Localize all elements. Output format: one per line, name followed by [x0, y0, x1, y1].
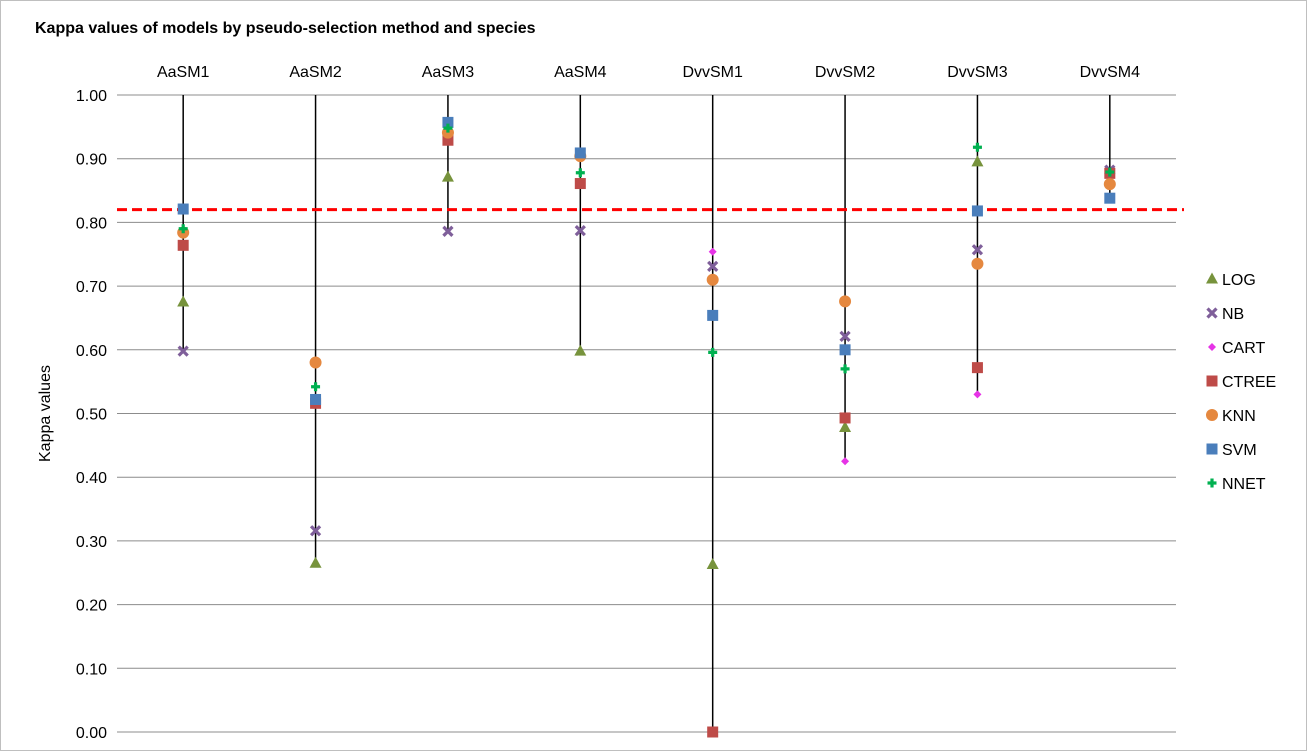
y-tick-label: 0.90: [76, 152, 107, 169]
data-point-svm: [1104, 192, 1116, 204]
data-point-ctree: [177, 239, 189, 251]
legend-marker-nb: [1206, 307, 1218, 319]
data-point-nnet: [443, 123, 453, 133]
data-point-svm: [971, 205, 983, 217]
y-tick-label: 0.10: [76, 661, 107, 678]
y-tick-label: 0.60: [76, 343, 107, 360]
data-point-nnet: [575, 168, 585, 178]
category-label: AaSM1: [157, 64, 210, 81]
data-point-knn: [1103, 178, 1116, 191]
data-point-svm: [442, 116, 454, 128]
legend-label: SVM: [1222, 442, 1257, 459]
legend-marker-svm: [1206, 443, 1218, 455]
data-point-nb: [442, 225, 454, 237]
data-point-nb: [574, 225, 586, 237]
data-point-nb: [309, 525, 322, 537]
data-point-nb: [839, 330, 851, 343]
y-tick-label: 1.00: [76, 88, 107, 105]
category-label: AaSM2: [289, 64, 342, 81]
legend-marker-ctree: [1206, 375, 1218, 387]
data-point-nb: [971, 244, 984, 256]
data-point-ctree: [839, 412, 851, 424]
category-label: DvvSM3: [947, 64, 1008, 81]
data-point-knn: [309, 356, 322, 369]
data-point-nb: [707, 260, 719, 272]
y-tick-label: 0.20: [76, 598, 107, 615]
y-tick-label: 0.70: [76, 279, 107, 296]
data-point-log: [839, 421, 852, 433]
data-point-svm: [310, 393, 322, 405]
data-point-log: [574, 344, 587, 356]
data-point-ctree: [574, 178, 586, 190]
data-point-svm: [177, 203, 189, 215]
data-point-ctree: [971, 362, 983, 374]
category-label: AaSM4: [554, 64, 607, 81]
data-point-nnet: [1105, 167, 1115, 177]
data-point-nnet: [311, 382, 321, 392]
legend-marker-nnet: [1207, 478, 1217, 488]
y-tick-label: 0.50: [76, 407, 107, 424]
data-point-log: [177, 295, 190, 307]
legend-label: LOG: [1222, 272, 1256, 289]
data-point-svm: [574, 147, 586, 159]
legend-label: CTREE: [1222, 374, 1276, 391]
data-point-knn: [839, 295, 852, 308]
legend-marker-knn: [1206, 409, 1218, 421]
data-point-svm: [707, 309, 719, 321]
category-label: DvvSM4: [1080, 64, 1141, 81]
data-point-log: [309, 556, 322, 568]
data-point-cart: [708, 247, 717, 256]
legend-label: KNN: [1222, 408, 1256, 425]
data-point-nnet: [840, 364, 850, 374]
y-tick-label: 0.30: [76, 534, 107, 551]
data-point-log: [706, 557, 719, 569]
data-point-cart: [841, 457, 850, 466]
data-point-knn: [971, 257, 984, 270]
data-point-log: [441, 170, 454, 182]
y-tick-label: 0.40: [76, 470, 107, 487]
data-point-nnet: [708, 347, 718, 357]
legend-label: CART: [1222, 340, 1265, 357]
legend-label: NNET: [1222, 476, 1266, 493]
chart-title: Kappa values of models by pseudo-selecti…: [35, 20, 536, 37]
y-tick-label: 0.80: [76, 215, 107, 232]
data-point-nb: [177, 345, 189, 357]
data-point-cart: [973, 390, 982, 399]
y-axis-title: Kappa values: [37, 365, 54, 462]
data-point-ctree: [707, 726, 719, 738]
category-label: DvvSM2: [815, 64, 876, 81]
legend-label: NB: [1222, 306, 1244, 323]
data-point-svm: [839, 344, 851, 356]
data-point-nnet: [972, 142, 982, 152]
category-label: AaSM3: [422, 64, 475, 81]
data-point-nnet: [178, 224, 188, 234]
category-label: DvvSM1: [682, 64, 743, 81]
legend-marker-log: [1206, 272, 1218, 284]
legend-marker-cart: [1208, 343, 1216, 351]
data-point-ctree: [442, 134, 454, 146]
y-tick-label: 0.00: [76, 725, 107, 742]
data-point-log: [971, 155, 984, 167]
data-point-knn: [706, 273, 719, 286]
